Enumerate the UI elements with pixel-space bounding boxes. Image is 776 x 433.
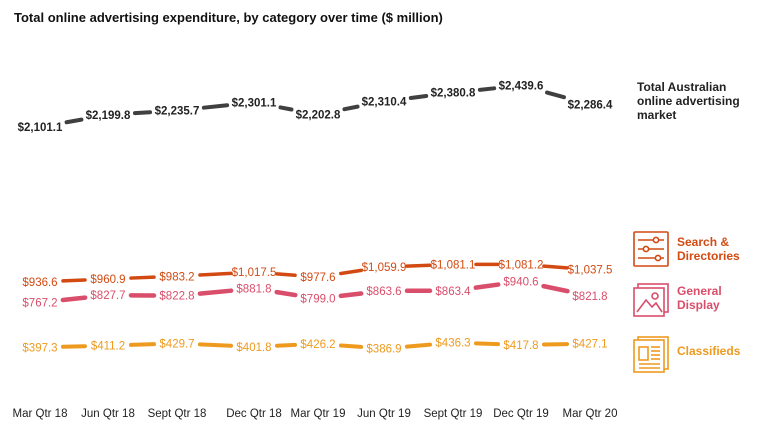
series-0: $2,101.1 $2,199.8 $2,235.7 $2,301.1 $2,202.8…: [18, 80, 613, 134]
data-label: $2,439.6: [499, 80, 544, 92]
data-label: $397.3: [22, 342, 57, 354]
series-3-segment: [274, 342, 298, 348]
legend-label: Directories: [677, 249, 740, 263]
data-label: $2,199.8: [86, 110, 131, 122]
data-label: $427.1: [572, 339, 607, 351]
data-label: $827.7: [90, 290, 125, 302]
classifieds-icon: [633, 336, 669, 373]
legend-item-1: Search &Directories: [633, 231, 740, 267]
x-tick-label: Jun Qtr 18: [81, 408, 135, 420]
data-label: $2,101.1: [18, 122, 63, 134]
series-3-segment: [128, 342, 157, 347]
chart-title: Total online advertising expenditure, by…: [14, 10, 443, 25]
series-1-segment: [338, 268, 364, 276]
x-tick-label: Sept Qtr 19: [424, 408, 483, 420]
x-axis: Mar Qtr 18 Jun Qtr 18 Sept Qtr 18 Dec Qtr 1…: [13, 408, 618, 420]
data-label: $936.6: [22, 277, 57, 289]
x-tick-label: Jun Qtr 19: [357, 408, 411, 420]
data-label: $2,202.8: [296, 110, 341, 122]
x-tick-label: Sept Qtr 18: [148, 408, 207, 420]
data-label: $1,059.9: [362, 262, 407, 274]
legend-item-3: Classifieds: [633, 336, 741, 373]
data-label: $881.8: [236, 284, 271, 296]
data-label: $2,235.7: [155, 105, 200, 117]
data-label: $983.2: [159, 271, 194, 283]
series-1-segment: [198, 271, 233, 277]
x-tick-label: Mar Qtr 18: [13, 408, 68, 420]
general-display-icon: [633, 283, 669, 317]
data-label: $799.0: [300, 294, 335, 306]
legend-label: online advertising: [637, 94, 740, 108]
series-3: $397.3 $411.2 $429.7 $401.8 $426.2 $386.9 $436…: [22, 338, 607, 356]
data-label: $863.4: [435, 286, 471, 298]
series-2-segment: [197, 288, 234, 296]
data-label: $1,017.5: [232, 267, 277, 279]
series-0-segment: [64, 117, 84, 125]
series-3-segment: [338, 343, 364, 349]
series-1: $936.6 $960.9 $983.2 $1,017.5 $977.6 $1,059.9…: [22, 259, 612, 289]
series-3-segment: [60, 344, 88, 349]
x-tick-label: Dec Qtr 18: [226, 408, 282, 420]
series-2-segment: [274, 289, 298, 298]
series-3-segment: [197, 342, 234, 348]
data-label: $960.9: [90, 274, 125, 286]
data-label: $436.3: [435, 338, 470, 350]
series-layer: $2,101.1 $2,199.8 $2,235.7 $2,301.1 $2,202.8…: [18, 80, 613, 355]
series-0-segment: [342, 104, 360, 112]
legend-label: General: [677, 284, 722, 298]
data-label: $386.9: [366, 344, 401, 356]
legend-label: Search &: [677, 235, 729, 249]
series-3-segment: [473, 341, 501, 347]
data-label: $821.8: [572, 291, 607, 303]
data-label: $1,081.2: [499, 259, 544, 271]
legend-label: Display: [677, 298, 720, 312]
data-label: $411.2: [91, 341, 125, 353]
data-label: $822.8: [159, 291, 194, 303]
data-label: $1,037.5: [568, 265, 613, 277]
data-label: $2,286.4: [568, 99, 613, 111]
series-1-segment: [275, 272, 297, 277]
series-2-segment: [60, 295, 88, 303]
x-tick-label: Dec Qtr 19: [493, 408, 549, 420]
series-1-segment: [405, 263, 432, 268]
data-label: $767.2: [22, 297, 57, 309]
data-label: $940.6: [503, 276, 538, 288]
data-label: $2,301.1: [232, 97, 277, 109]
data-label: $417.8: [503, 340, 538, 352]
search-directories-icon: [633, 231, 669, 267]
series-3-segment: [404, 342, 433, 349]
legend-label: Total Australian: [637, 80, 726, 94]
data-label: $2,380.8: [431, 88, 476, 100]
x-tick-label: Mar Qtr 19: [291, 408, 346, 420]
legend-label: market: [637, 108, 676, 122]
series-0-segment: [132, 110, 153, 116]
series-1-segment: [129, 275, 156, 280]
data-label: $429.7: [159, 338, 194, 350]
series-0-segment: [477, 86, 497, 92]
x-tick-label: Mar Qtr 20: [563, 408, 618, 420]
series-1-segment: [542, 264, 569, 270]
series-2-segment: [338, 291, 364, 299]
series-2-segment: [473, 282, 501, 290]
legend-label: Classifieds: [677, 344, 741, 358]
data-label: $401.8: [236, 342, 271, 354]
data-label: $977.6: [300, 272, 335, 284]
series-2: $767.2 $827.7 $822.8 $881.8 $799.0 $863.6 $863…: [22, 276, 607, 309]
series-0-segment: [278, 105, 294, 112]
data-label: $863.6: [366, 286, 401, 298]
series-0-segment: [201, 103, 230, 110]
series-0-segment: [408, 94, 429, 100]
series-1-segment: [61, 278, 87, 283]
data-label: $2,310.4: [362, 96, 407, 108]
series-0-segment: [545, 90, 566, 100]
data-label: $1,081.1: [431, 259, 476, 271]
data-label: $426.2: [300, 339, 335, 351]
series-2-segment: [541, 283, 570, 294]
